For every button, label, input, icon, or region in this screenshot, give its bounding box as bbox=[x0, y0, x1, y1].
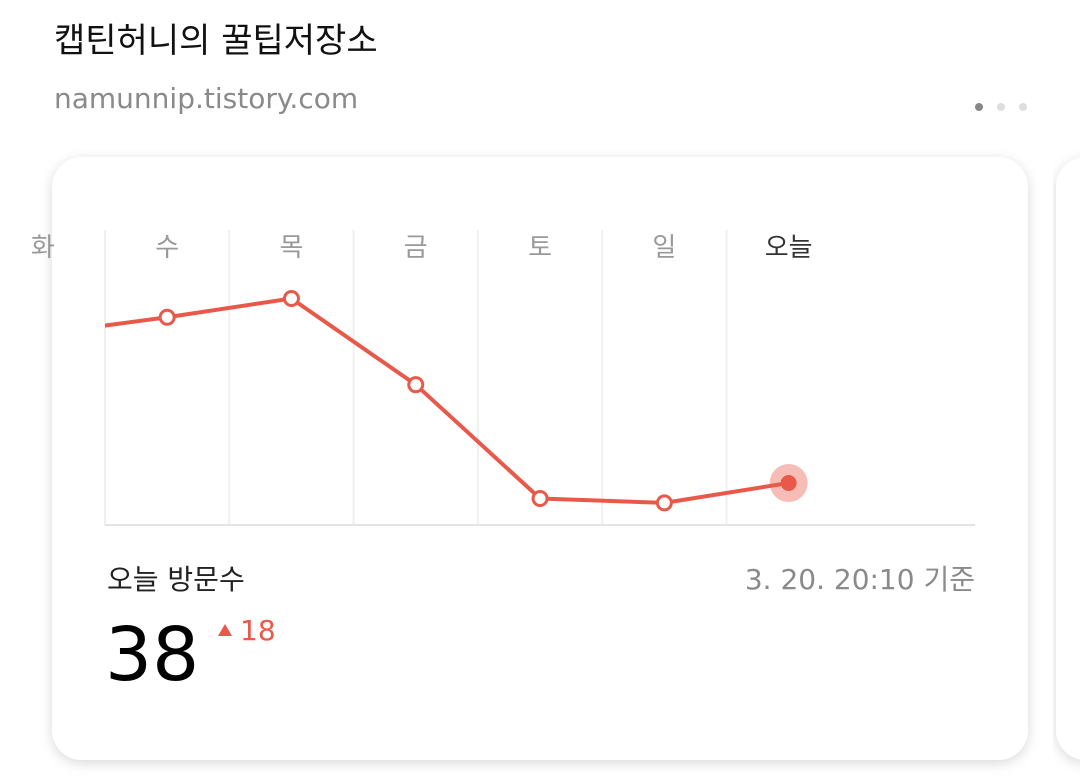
blog-title: 캡틴허니의 꿀팁저장소 bbox=[54, 21, 378, 61]
blog-url[interactable]: namunnip.tistory.com bbox=[54, 82, 358, 115]
data-point bbox=[531, 489, 549, 507]
increase-arrow bbox=[218, 624, 232, 636]
column-separators bbox=[104, 230, 728, 525]
data-point bbox=[407, 376, 425, 394]
data-point bbox=[36, 327, 50, 341]
page-dot bbox=[997, 103, 1005, 111]
data-point bbox=[282, 290, 300, 308]
x-tick-label: 오늘 bbox=[765, 233, 813, 263]
x-tick-label: 토 bbox=[528, 233, 552, 263]
x-tick-label: 화 bbox=[31, 233, 55, 263]
page-dot bbox=[975, 103, 983, 111]
data-point bbox=[655, 494, 673, 512]
timestamp: 3. 20. 20:10 기준 bbox=[745, 563, 975, 596]
data-point bbox=[158, 308, 176, 326]
visits-line bbox=[105, 296, 789, 505]
x-tick-label: 금 bbox=[404, 233, 428, 263]
visits-count: 38 bbox=[105, 612, 199, 698]
x-tick-label: 일 bbox=[652, 233, 676, 263]
stats-card[interactable] bbox=[52, 157, 1028, 760]
x-tick-label: 수 bbox=[155, 233, 179, 263]
plot bbox=[36, 290, 808, 512]
data-point bbox=[780, 475, 797, 492]
x-tick-label: 목 bbox=[279, 233, 303, 263]
page-dot bbox=[1019, 103, 1027, 111]
visits-label: 오늘 방문수 bbox=[107, 563, 245, 596]
next-card[interactable] bbox=[1056, 157, 1080, 760]
visits-change: 18 bbox=[240, 614, 276, 647]
